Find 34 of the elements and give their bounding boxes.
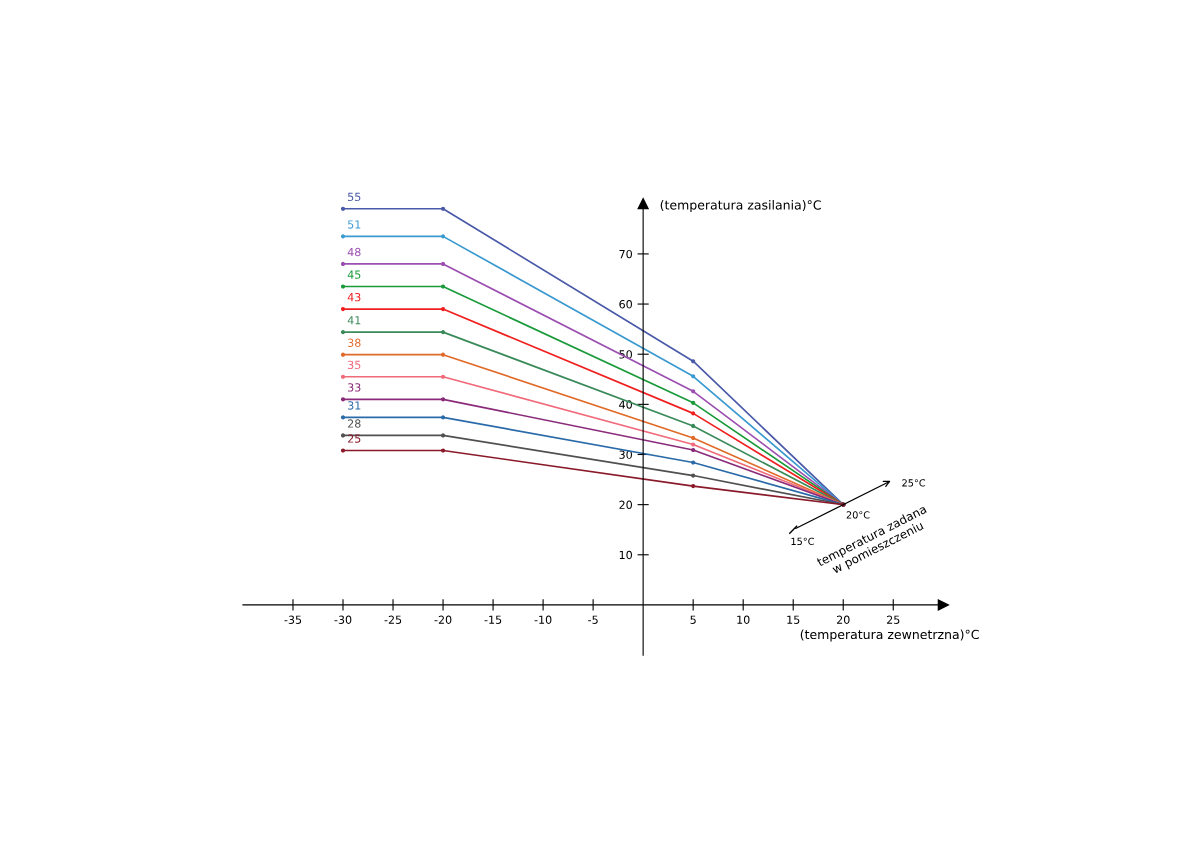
annotation: 25°C (902, 479, 926, 487)
x-tick-label: 15 (787, 615, 800, 624)
y-tick-label: 10 (619, 550, 632, 560)
x-axis-title: (temperatura zewnetrzna)°C (800, 629, 979, 642)
x-tick-label: 5 (690, 615, 696, 624)
x-tick-label: -5 (588, 615, 598, 624)
y-axis-title: (temperatura zasilania)°C (660, 199, 821, 213)
series-label: 41 (347, 316, 361, 325)
series-label: 38 (348, 338, 361, 347)
x-tick-label: -15 (484, 615, 502, 624)
series-label: 31 (348, 401, 361, 410)
series-label: 55 (348, 192, 361, 202)
x-tick-label: -25 (384, 615, 402, 624)
annotation: 15°C (791, 537, 814, 546)
x-tick-label: -30 (334, 615, 352, 624)
series-label: 33 (348, 383, 361, 392)
y-tick-label: 60 (619, 300, 632, 309)
series-label: 43 (347, 292, 361, 302)
annotation: 20°C (846, 511, 870, 519)
x-tick-label: 10 (737, 615, 750, 624)
series-label: 51 (348, 220, 361, 229)
series-label: 25 (347, 434, 361, 443)
series-label: 45 (347, 270, 361, 279)
series-label: 28 (347, 419, 361, 428)
x-tick-label: 20 (836, 615, 850, 624)
x-tick-label: 25 (886, 615, 900, 624)
x-tick-label: -35 (284, 615, 302, 624)
series-label: 48 (347, 247, 361, 257)
y-tick-label: 30 (619, 450, 632, 459)
series-label: 35 (348, 360, 361, 370)
x-tick-label: -20 (434, 615, 452, 624)
y-tick-label: 70 (619, 249, 632, 259)
y-tick-label: 20 (619, 500, 632, 510)
x-tick-label: -10 (534, 615, 552, 624)
